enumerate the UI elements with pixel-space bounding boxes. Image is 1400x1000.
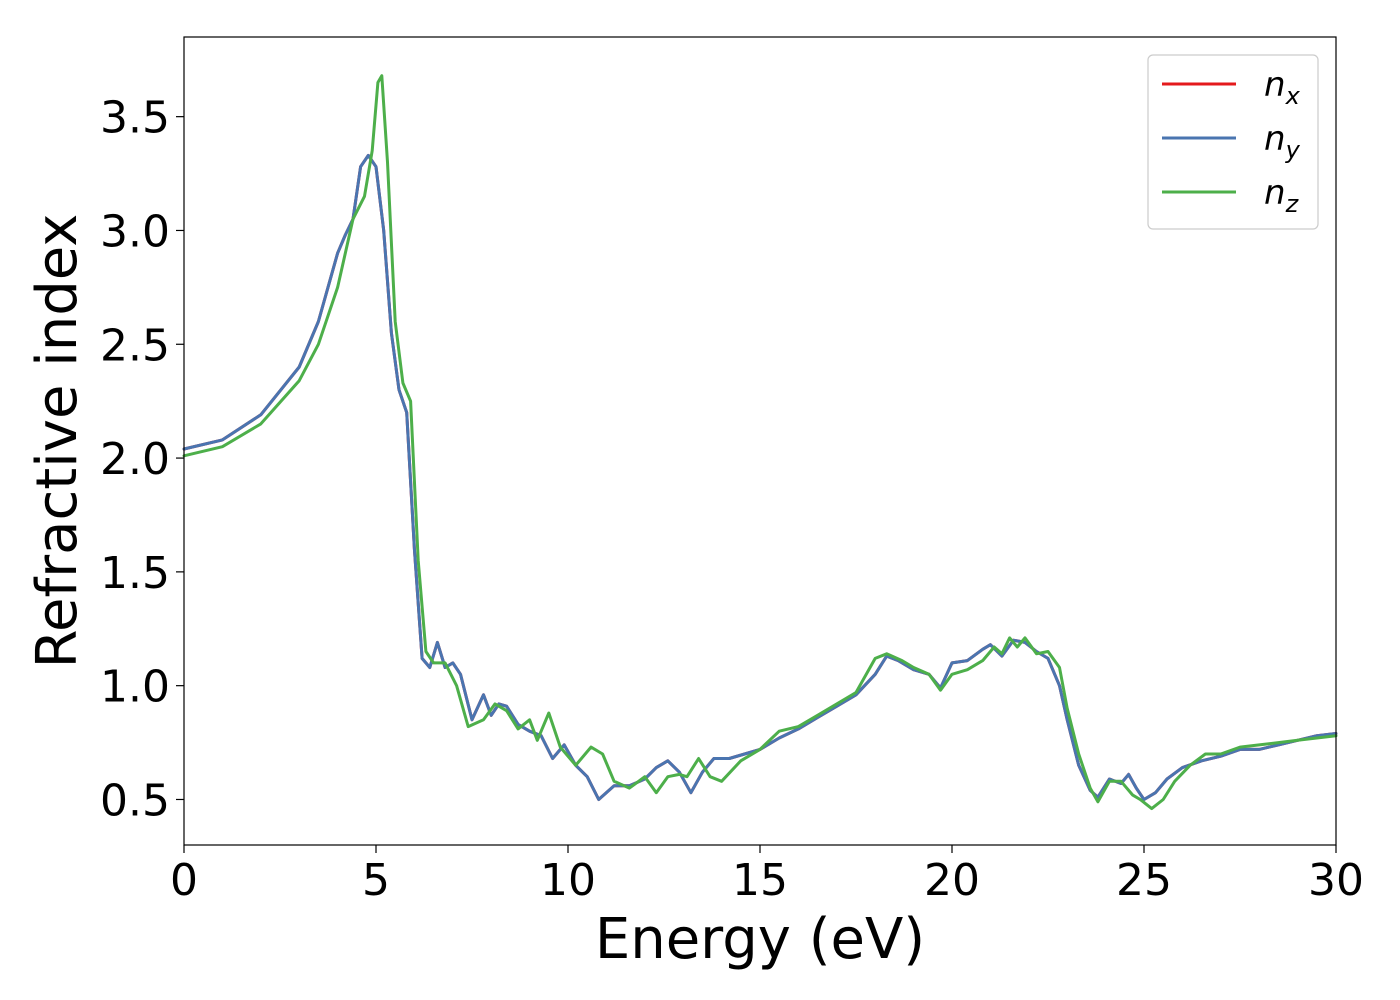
- y-tick-label: 2.0: [100, 434, 170, 485]
- x-tick-label: 10: [540, 855, 596, 906]
- y-tick-label: 3.5: [100, 93, 170, 144]
- y-tick-label: 3.0: [100, 206, 170, 257]
- x-tick-label: 20: [924, 855, 980, 906]
- legend-box: [1147, 54, 1319, 230]
- x-axis-title: Energy (eV): [595, 907, 925, 972]
- y-axis: 0.5 1.0 1.5 2.0 2.5 3.0 3.5: [100, 93, 184, 826]
- series-line-nz: [182, 74, 1338, 811]
- x-axis: 0 5 10 15 20 25 30: [170, 845, 1364, 906]
- y-tick-label: 1.5: [100, 548, 170, 599]
- x-tick-label: 25: [1116, 855, 1172, 906]
- x-tick-label: 5: [362, 855, 390, 906]
- series-layer: [182, 74, 1338, 811]
- y-tick-label: 2.5: [100, 320, 170, 371]
- x-tick-label: 15: [732, 855, 788, 906]
- y-axis-title: Refractive index: [25, 214, 90, 669]
- x-tick-label: 0: [170, 855, 198, 906]
- y-tick-label: 0.5: [100, 775, 170, 826]
- y-tick-label: 1.0: [100, 662, 170, 713]
- x-tick-label: 30: [1308, 855, 1364, 906]
